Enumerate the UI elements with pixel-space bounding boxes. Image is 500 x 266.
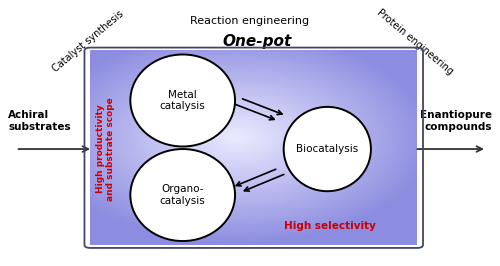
Text: Catalyst synthesis: Catalyst synthesis — [50, 9, 126, 74]
Text: Achiral
substrates: Achiral substrates — [8, 110, 71, 132]
Ellipse shape — [284, 107, 371, 191]
Text: High selectivity: High selectivity — [284, 221, 376, 231]
Text: Organo-
catalysis: Organo- catalysis — [160, 184, 206, 206]
Text: High productivity
and substrate scope: High productivity and substrate scope — [96, 97, 115, 201]
Text: Protein engineering: Protein engineering — [374, 7, 454, 76]
Text: Biocatalysis: Biocatalysis — [296, 144, 358, 154]
Ellipse shape — [130, 55, 235, 147]
Text: One-pot: One-pot — [223, 34, 292, 49]
Text: Reaction engineering: Reaction engineering — [190, 16, 310, 26]
Text: Metal
catalysis: Metal catalysis — [160, 90, 206, 111]
Ellipse shape — [130, 149, 235, 241]
Text: Enantiopure
compounds: Enantiopure compounds — [420, 110, 492, 132]
